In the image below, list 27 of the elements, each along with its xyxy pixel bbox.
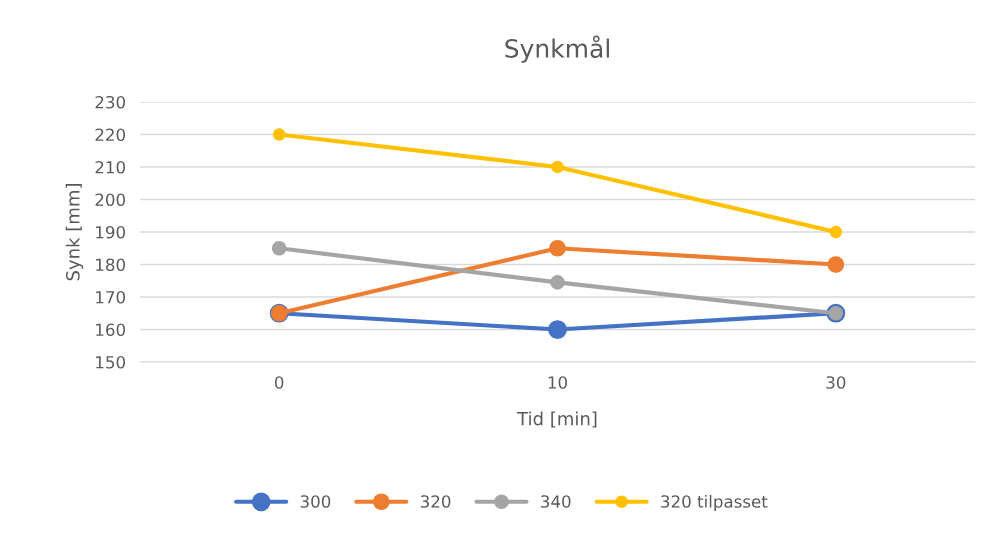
y-axis-title: Synk [mm] xyxy=(65,184,84,281)
point xyxy=(271,240,287,256)
point xyxy=(550,275,565,290)
y-tick-label: 230 xyxy=(95,95,125,109)
legend-label: 320 tilpasset xyxy=(661,494,768,512)
y-tick-label: 200 xyxy=(95,193,125,207)
chart-title: Synkmål xyxy=(505,35,609,63)
point xyxy=(272,128,286,141)
y-tick-label: 210 xyxy=(95,160,125,174)
y-tick-label: 160 xyxy=(96,323,125,337)
x-tick-label: 30 xyxy=(826,376,846,389)
legend-label: 300 xyxy=(300,495,331,508)
y-tick-label: 190 xyxy=(96,225,125,239)
point xyxy=(829,225,843,239)
point xyxy=(551,160,564,174)
x-axis-title: Tid [min] xyxy=(517,411,597,428)
point xyxy=(549,239,566,257)
y-tick-label: 170 xyxy=(96,290,125,304)
y-tick-label: 150 xyxy=(96,355,125,369)
legend-label: 340 xyxy=(541,495,571,508)
x-tick-label: 10 xyxy=(548,376,567,389)
point xyxy=(548,320,567,339)
y-tick-label: 180 xyxy=(96,258,125,272)
legend-label: 320 xyxy=(420,495,451,508)
y-tick-label: 220 xyxy=(95,128,125,142)
point xyxy=(827,256,845,273)
x-tick-label: 0 xyxy=(274,376,284,389)
